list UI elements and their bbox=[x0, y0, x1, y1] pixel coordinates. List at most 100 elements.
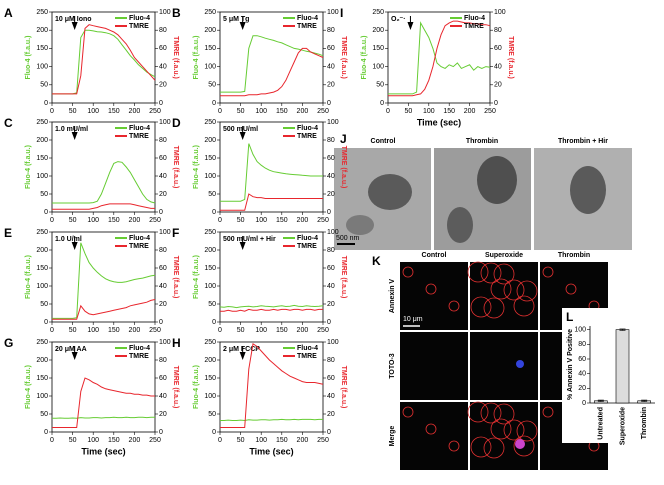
y-tick-label: 150 bbox=[372, 45, 384, 52]
fluorescence-image bbox=[400, 262, 468, 330]
fluorescence-image bbox=[470, 332, 538, 400]
cell-outline bbox=[467, 401, 489, 423]
data-line bbox=[220, 47, 324, 97]
x-tick-label: 150 bbox=[276, 437, 288, 444]
y-tick-label: 100 bbox=[36, 173, 48, 180]
y-axis-label: Fluo-4 (f.a.u.) bbox=[361, 36, 368, 80]
y2-tick-label: 100 bbox=[159, 119, 171, 126]
y-tick-label: 50 bbox=[208, 82, 216, 89]
y-tick-label: 50 bbox=[376, 82, 384, 89]
y2-tick-label: 20 bbox=[327, 82, 335, 89]
y-tick-label: 50 bbox=[208, 411, 216, 418]
x-tick-label: Superoxide bbox=[619, 407, 626, 445]
legend-label: TMRE bbox=[129, 133, 149, 140]
x-tick-label: 150 bbox=[108, 108, 120, 115]
cell-outline bbox=[483, 297, 505, 319]
y-tick-label: 250 bbox=[204, 119, 216, 126]
y2-tick-label: 80 bbox=[159, 357, 167, 364]
cell-outline bbox=[425, 423, 437, 435]
y2-tick-label: 80 bbox=[327, 27, 335, 34]
panel-letter: B bbox=[172, 6, 181, 20]
data-line bbox=[220, 193, 323, 211]
y2-tick-label: 0 bbox=[327, 429, 331, 436]
column-label: Thrombin bbox=[558, 252, 590, 259]
legend-label: TMRE bbox=[297, 353, 317, 360]
x-tick-label: 0 bbox=[50, 217, 54, 224]
y-tick-label: 150 bbox=[204, 375, 216, 382]
x-tick-label: 0 bbox=[218, 217, 222, 224]
data-line bbox=[220, 308, 323, 312]
x-tick-label: 150 bbox=[108, 437, 120, 444]
x-tick-label: 50 bbox=[69, 437, 77, 444]
x-tick-label: 200 bbox=[297, 217, 309, 224]
scale-label: 10 μm bbox=[403, 316, 423, 323]
x-tick-label: 50 bbox=[69, 108, 77, 115]
column-label: Control bbox=[422, 252, 447, 259]
data-line bbox=[220, 35, 324, 93]
annotation: 1.0 mU/ml bbox=[55, 126, 88, 133]
y2-tick-label: 40 bbox=[159, 173, 167, 180]
nucleus bbox=[515, 439, 525, 449]
cell-outline bbox=[402, 406, 414, 418]
panel-letter: E bbox=[4, 226, 12, 240]
y2-axis-label: TMRE (f.a.u.) bbox=[172, 256, 179, 299]
cell-outline bbox=[542, 266, 554, 278]
y-tick-label: 80 bbox=[578, 341, 586, 348]
panel-letter: F bbox=[172, 226, 179, 240]
fluorescence-image bbox=[470, 262, 538, 330]
bar bbox=[615, 329, 630, 404]
stimulus-arrow bbox=[71, 346, 78, 360]
x-axis-label: Time (sec) bbox=[417, 117, 461, 127]
mitochondrion bbox=[346, 215, 374, 235]
y2-tick-label: 100 bbox=[327, 229, 339, 236]
y2-tick-label: 20 bbox=[494, 82, 502, 89]
x-tick-label: 250 bbox=[317, 108, 329, 115]
legend-label: TMRE bbox=[297, 133, 317, 140]
y2-tick-label: 40 bbox=[159, 283, 167, 290]
y-tick-label: 0 bbox=[212, 100, 216, 107]
cell-outline bbox=[516, 280, 538, 302]
y-tick-label: 150 bbox=[36, 45, 48, 52]
panel-letter: I bbox=[340, 6, 343, 20]
y-axis-label: Fluo-4 (f.a.u.) bbox=[25, 36, 32, 80]
x-tick-label: 100 bbox=[87, 217, 99, 224]
data-line bbox=[388, 21, 491, 95]
y2-tick-label: 60 bbox=[327, 155, 335, 162]
y2-tick-label: 60 bbox=[159, 265, 167, 272]
cell-outline bbox=[448, 300, 460, 312]
x-tick-label: 100 bbox=[255, 217, 267, 224]
legend-label: Fluo-4 bbox=[297, 15, 318, 22]
annotation: 10 μM Iono bbox=[55, 16, 92, 23]
data-line bbox=[220, 143, 323, 202]
x-tick-label: 100 bbox=[255, 327, 267, 334]
x-tick-label: 0 bbox=[218, 327, 222, 334]
x-tick-label: 200 bbox=[129, 108, 141, 115]
data-line bbox=[52, 377, 155, 428]
y2-tick-label: 0 bbox=[327, 319, 331, 326]
cell-outline bbox=[503, 279, 525, 301]
y2-tick-label: 100 bbox=[327, 339, 339, 346]
data-line bbox=[52, 416, 155, 419]
micrographs bbox=[334, 148, 632, 250]
data-line bbox=[52, 299, 156, 320]
y-tick-label: 100 bbox=[204, 283, 216, 290]
y2-tick-label: 100 bbox=[494, 9, 506, 16]
cell-outline bbox=[493, 263, 515, 285]
data-line bbox=[220, 418, 323, 422]
stimulus-arrow bbox=[71, 236, 78, 250]
y-tick-label: 200 bbox=[204, 27, 216, 34]
cell-outline bbox=[503, 419, 525, 441]
data-line bbox=[52, 242, 156, 319]
y-tick-label: 250 bbox=[372, 9, 384, 16]
legend-label: Fluo-4 bbox=[297, 235, 318, 242]
y2-axis-label: TMRE (f.a.u.) bbox=[340, 366, 347, 409]
y-tick-label: 150 bbox=[204, 45, 216, 52]
y2-tick-label: 80 bbox=[494, 27, 502, 34]
panel-letter: K bbox=[372, 254, 381, 268]
y2-tick-label: 100 bbox=[159, 339, 171, 346]
y2-tick-label: 20 bbox=[327, 411, 335, 418]
legend-label: Fluo-4 bbox=[129, 125, 150, 132]
y-tick-label: 100 bbox=[204, 393, 216, 400]
x-tick-label: 0 bbox=[50, 437, 54, 444]
panel-letter: D bbox=[172, 116, 181, 130]
